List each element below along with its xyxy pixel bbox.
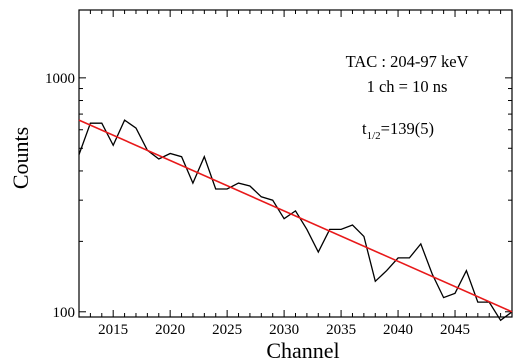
counts-data-line xyxy=(78,119,513,322)
plot-area: 2015 2020 2025 2030 2035 2040 2045 100 1000 xyxy=(45,9,513,338)
axis-tick-labels: 2015 2020 2025 2030 2035 2040 2045 100 1000 xyxy=(45,71,470,338)
y-axis-label: Counts xyxy=(8,127,33,189)
half-life-subscript: 1/2 xyxy=(367,130,381,142)
x-tick-label: 2045 xyxy=(440,322,470,338)
x-tick-label: 2030 xyxy=(269,322,299,338)
x-tick-label: 2025 xyxy=(212,322,242,338)
x-tick-label: 2015 xyxy=(98,322,128,338)
y-tick-label: 1000 xyxy=(45,71,75,87)
axis-ticks xyxy=(78,10,513,317)
y-tick-label: 100 xyxy=(53,305,76,321)
half-life-symbol: t xyxy=(362,119,367,138)
x-axis-label: Channel xyxy=(266,338,339,361)
x-tick-label: 2035 xyxy=(326,322,356,338)
tac-annotation: TAC : 204-97 keV xyxy=(346,52,469,71)
half-life-value: =139(5) xyxy=(381,119,434,138)
x-tick-label: 2020 xyxy=(155,322,185,338)
x-tick-label: 2040 xyxy=(383,322,413,338)
half-life-annotation: t1/2=139(5) xyxy=(362,119,434,142)
annotation-block: TAC : 204-97 keV 1 ch = 10 ns t1/2=139(5… xyxy=(346,52,469,142)
channel-width-annotation: 1 ch = 10 ns xyxy=(367,77,448,96)
exponential-fit-line xyxy=(78,119,513,313)
